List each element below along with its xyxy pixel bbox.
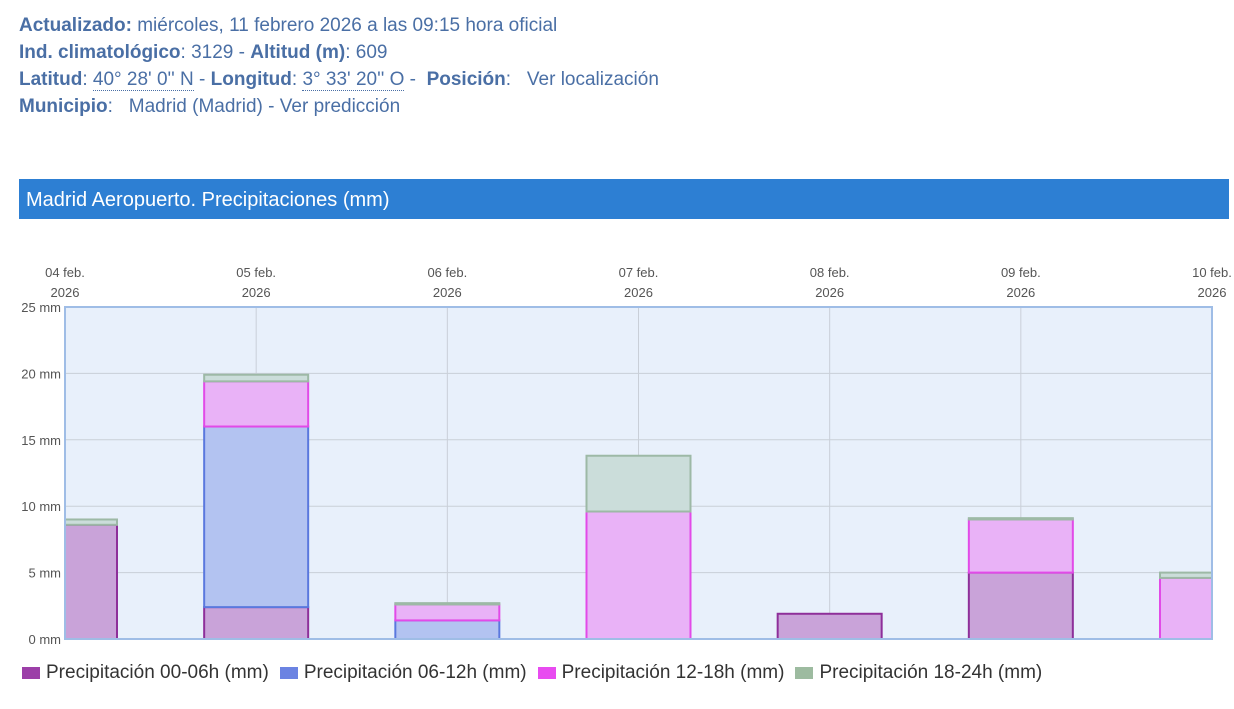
climate-index-value: : 3129 - [180, 42, 251, 63]
climate-row: Ind. climatológico: 3129 - Altitud (m): … [19, 39, 659, 66]
legend-label: Precipitación 00-06h (mm) [46, 662, 269, 683]
legend-swatch [22, 667, 40, 679]
legend-item[interactable]: Precipitación 12-18h (mm) [537, 662, 785, 684]
latitude-label: Latitud [19, 69, 83, 90]
legend-swatch [537, 667, 556, 679]
x-tick-label: 04 feb. 2026 [45, 265, 85, 300]
y-tick-label: 20 mm [21, 366, 61, 381]
legend-item[interactable]: Precipitación 00-06h (mm) [22, 662, 269, 684]
bar-series1 [203, 606, 310, 640]
legend-label: Precipitación 06-12h (mm) [303, 662, 527, 683]
bar-series4 [394, 602, 501, 606]
x-tick-label: 08 feb. 2026 [810, 265, 850, 300]
legend-item[interactable]: Precipitación 06-12h (mm) [279, 662, 527, 684]
bar-series3 [1159, 576, 1213, 640]
y-tick-label: 15 mm [21, 433, 61, 448]
bar-series3 [203, 380, 310, 428]
bar-series1 [776, 612, 883, 641]
bar-series4 [203, 373, 310, 383]
view-location-link[interactable]: Ver localización [526, 69, 659, 90]
bar-series4 [967, 517, 1074, 521]
y-tick-label: 5 mm [29, 566, 62, 581]
updated-row: Actualizado: miércoles, 11 febrero 2026 … [19, 12, 659, 39]
x-tick-label: 10 feb. 2026 [1192, 265, 1232, 300]
x-tick-label: 06 feb. 2026 [427, 265, 467, 300]
longitude-label: Longitud [210, 69, 292, 90]
longitude-value: 3° 33' 20'' O [302, 69, 405, 91]
x-tick-label: 05 feb. 2026 [236, 265, 276, 300]
x-tick-label: 07 feb. 2026 [619, 265, 659, 300]
view-forecast-link[interactable]: Ver predicción [279, 96, 401, 117]
bar-series2 [203, 425, 310, 609]
updated-value: miércoles, 11 febrero 2026 a las 09:15 h… [137, 15, 558, 36]
bar-series3 [585, 510, 692, 640]
station-metadata: Actualizado: miércoles, 11 febrero 2026 … [19, 12, 659, 120]
bar-series1 [967, 571, 1074, 641]
chart-panel-title: Madrid Aeropuerto. Precipitaciones (mm) [19, 179, 1229, 219]
coordinates-row: Latitud: 40° 28' 0'' N - Longitud: 3° 33… [19, 69, 659, 91]
municipality-value: Madrid (Madrid) [128, 96, 263, 117]
y-tick-label: 25 mm [21, 300, 61, 315]
altitude-value: : 609 [345, 42, 388, 63]
bar-series1 [64, 523, 118, 640]
legend-swatch [279, 667, 298, 679]
bar-series3 [394, 603, 501, 622]
bar-series2 [394, 619, 501, 640]
altitude-label: Altitud (m) [250, 42, 346, 63]
bar-series3 [967, 518, 1074, 574]
updated-label: Actualizado: [19, 15, 132, 36]
position-label: Posición [426, 69, 506, 90]
legend-swatch [795, 667, 814, 679]
y-tick-label: 10 mm [21, 499, 61, 514]
bar-series4 [1159, 571, 1213, 579]
bar-series4 [585, 454, 692, 513]
municipality-label: Municipio [19, 96, 108, 117]
legend-label: Precipitación 12-18h (mm) [561, 662, 785, 683]
latitude-value: 40° 28' 0'' N [92, 69, 194, 91]
climate-index-label: Ind. climatológico [19, 42, 181, 63]
municipality-row: Municipio: Madrid (Madrid) - Ver predicc… [19, 96, 401, 117]
chart-legend: Precipitación 00-06h (mm) Precipitación 0… [22, 662, 1053, 684]
bar-series4 [64, 518, 118, 526]
legend-label: Precipitación 18-24h (mm) [819, 662, 1043, 683]
y-tick-label: 0 mm [29, 632, 62, 647]
x-tick-label: 09 feb. 2026 [1001, 265, 1041, 300]
legend-item[interactable]: Precipitación 18-24h (mm) [795, 662, 1042, 684]
